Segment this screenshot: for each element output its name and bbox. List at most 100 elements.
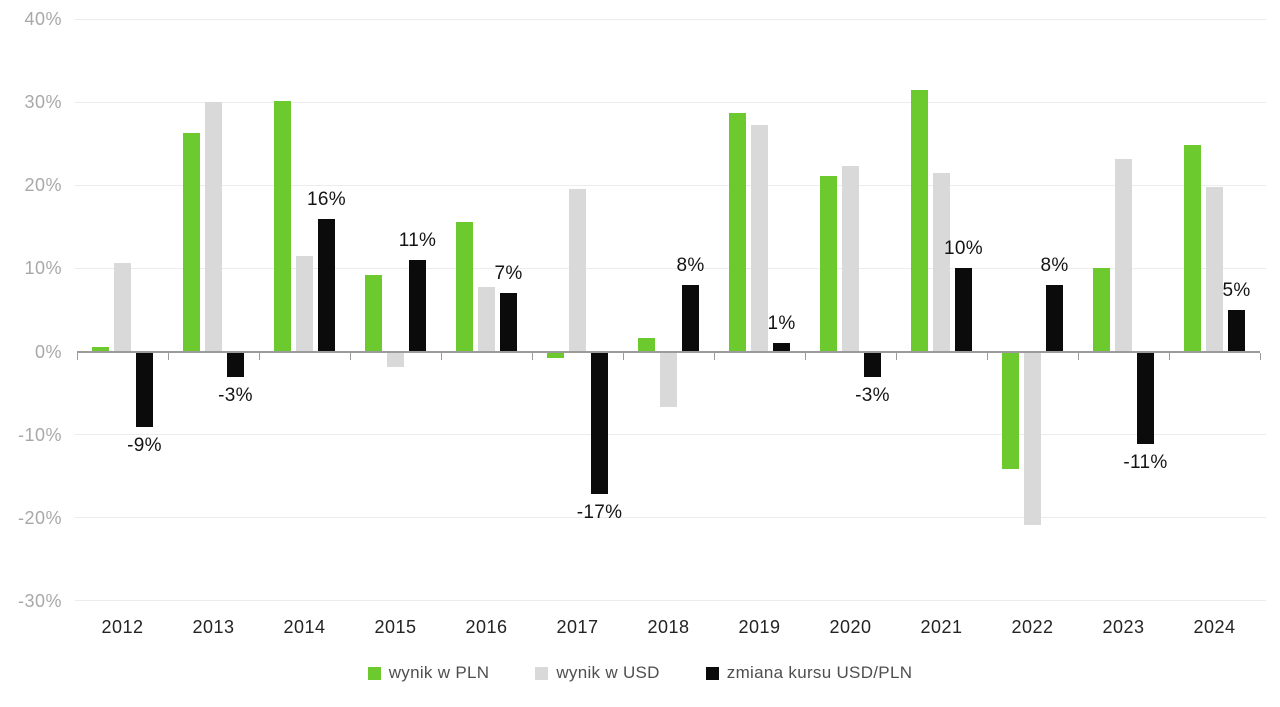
x-axis-tick [805, 352, 806, 360]
y-axis-tick-label: 20% [24, 175, 62, 196]
legend-swatch-zmiana-kursu-usd-pln-icon [705, 666, 719, 680]
gridline--20% [75, 517, 1266, 519]
bar-zmiana-kursu-usd-pln-2016 [500, 293, 517, 352]
bar-value-label-2023: -11% [1123, 451, 1168, 473]
bar-wynik-w-usd-2024 [1206, 186, 1223, 352]
bar-value-label-2015: 11% [398, 230, 437, 252]
y-axis-tick-label: -30% [17, 590, 62, 611]
bar-zmiana-kursu-usd-pln-2018 [682, 285, 699, 352]
bar-wynik-w-usd-2012 [114, 263, 131, 352]
x-axis-tick [168, 352, 169, 360]
bar-zmiana-kursu-usd-pln-2023 [1137, 352, 1154, 444]
bar-wynik-w-pln-2012 [92, 347, 109, 352]
bar-zmiana-kursu-usd-pln-2015 [409, 260, 426, 352]
bar-wynik-w-usd-2017 [569, 189, 586, 352]
bar-value-label-2020: -3% [855, 385, 890, 407]
x-axis-year-label-2022: 2022 [1011, 617, 1054, 637]
bar-value-label-2017: -17% [576, 501, 623, 523]
bar-wynik-w-pln-2015 [365, 275, 382, 352]
x-axis-tick [1169, 352, 1170, 360]
bar-wynik-w-pln-2018 [638, 338, 655, 352]
bar-zmiana-kursu-usd-pln-2017 [591, 352, 608, 494]
legend-label-wynik-w-usd: wynik w USD [556, 663, 660, 682]
legend-item-wynik-w-usd: wynik w USD [535, 663, 659, 683]
bar-value-label-2013: -3% [218, 385, 253, 407]
x-axis-tick [1260, 352, 1261, 360]
x-axis-year-label-2016: 2016 [465, 617, 508, 637]
bar-zmiana-kursu-usd-pln-2022 [1046, 285, 1063, 352]
bar-wynik-w-pln-2023 [1093, 268, 1110, 352]
bar-value-label-2022: 8% [1040, 255, 1069, 277]
x-axis-tick [350, 352, 351, 360]
bar-value-label-2021: 10% [944, 238, 983, 260]
bar-wynik-w-pln-2016 [456, 221, 473, 352]
x-axis-year-label-2012: 2012 [101, 617, 144, 637]
x-axis-tick [987, 352, 988, 360]
bar-wynik-w-usd-2019 [751, 124, 768, 352]
x-axis-year-label-2015: 2015 [374, 617, 417, 637]
bar-wynik-w-pln-2021 [911, 89, 928, 352]
bar-wynik-w-pln-2013 [183, 132, 200, 352]
legend-item-wynik-w-pln: wynik w PLN [367, 663, 490, 683]
bar-value-label-2014: 16% [307, 188, 346, 210]
y-axis-tick-label: -10% [17, 424, 62, 445]
gridline-30% [75, 101, 1266, 103]
bar-value-label-2024: 5% [1222, 279, 1251, 301]
x-axis-tick [259, 352, 260, 360]
bar-zmiana-kursu-usd-pln-2013 [227, 352, 244, 378]
bar-wynik-w-usd-2022 [1024, 352, 1041, 526]
x-axis-year-label-2024: 2024 [1193, 617, 1236, 637]
x-axis-year-label-2021: 2021 [920, 617, 963, 637]
bar-zmiana-kursu-usd-pln-2014 [318, 218, 335, 352]
x-axis-tick [623, 352, 624, 360]
x-axis-tick [1078, 352, 1079, 360]
legend-label-wynik-w-pln: wynik w PLN [388, 663, 490, 682]
x-axis-tick [896, 352, 897, 360]
bar-wynik-w-usd-2018 [660, 352, 677, 407]
bar-wynik-w-pln-2024 [1184, 144, 1201, 352]
bar-value-label-2016: 7% [494, 263, 523, 285]
gridline-10% [75, 267, 1266, 269]
x-axis-tick [77, 352, 78, 360]
bar-wynik-w-usd-2016 [478, 286, 495, 352]
bar-zmiana-kursu-usd-pln-2019 [773, 343, 790, 352]
x-axis-year-label-2014: 2014 [283, 617, 326, 637]
bar-value-label-2012: -9% [127, 435, 162, 457]
bar-zmiana-kursu-usd-pln-2024 [1228, 309, 1245, 352]
bar-zmiana-kursu-usd-pln-2021 [955, 268, 972, 352]
gridline--10% [75, 434, 1266, 436]
gridline-40% [75, 18, 1266, 20]
y-axis-tick-label: 40% [24, 9, 62, 30]
x-axis-year-label-2019: 2019 [738, 617, 781, 637]
bar-wynik-w-pln-2022 [1002, 352, 1019, 469]
bar-wynik-w-usd-2020 [842, 166, 859, 352]
bar-wynik-w-usd-2014 [296, 255, 313, 352]
y-axis-tick-label: -20% [17, 507, 62, 528]
x-axis-year-label-2020: 2020 [829, 617, 872, 637]
legend-item-zmiana-kursu-usd-pln: zmiana kursu USD/PLN [705, 663, 913, 683]
gridline--30% [75, 600, 1266, 602]
bar-wynik-w-pln-2020 [820, 176, 837, 352]
bar-zmiana-kursu-usd-pln-2020 [864, 352, 881, 378]
x-axis-line [77, 350, 1260, 353]
bar-wynik-w-usd-2023 [1115, 158, 1132, 352]
bar-zmiana-kursu-usd-pln-2012 [136, 352, 153, 428]
y-axis-tick-label: 10% [24, 258, 62, 279]
legend-label-zmiana-kursu-usd-pln: zmiana kursu USD/PLN [726, 663, 913, 682]
chart-legend: wynik w PLN wynik w USD zmiana kursu USD/P… [0, 663, 1280, 683]
legend-swatch-wynik-w-pln-icon [367, 666, 381, 680]
x-axis-year-label-2018: 2018 [647, 617, 690, 637]
bar-wynik-w-usd-2021 [933, 172, 950, 352]
x-axis-year-label-2023: 2023 [1102, 617, 1145, 637]
y-axis-tick-label: 0% [34, 341, 62, 362]
x-axis-tick [714, 352, 715, 360]
bar-wynik-w-pln-2019 [729, 113, 746, 352]
legend-swatch-wynik-w-usd-icon [535, 666, 549, 680]
y-axis-tick-label: 30% [24, 92, 62, 113]
bar-wynik-w-pln-2014 [274, 100, 291, 352]
x-axis-year-label-2017: 2017 [556, 617, 599, 637]
bar-value-label-2018: 8% [676, 255, 705, 277]
bar-value-label-2019: 1% [767, 313, 796, 335]
x-axis-tick [532, 352, 533, 360]
